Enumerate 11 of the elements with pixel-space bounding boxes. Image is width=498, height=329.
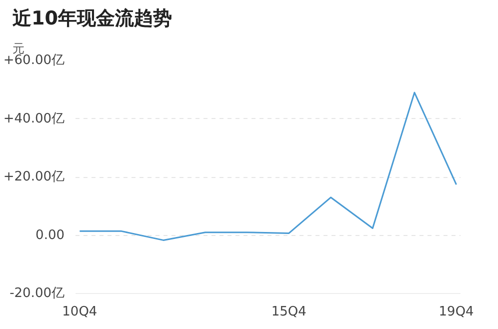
y-tick-label: 0.00 bbox=[36, 228, 65, 243]
x-tick-label: 15Q4 bbox=[271, 304, 306, 320]
y-tick-label: +20.00亿 bbox=[3, 170, 64, 184]
line-series bbox=[78, 92, 458, 241]
x-tick-label: 10Q4 bbox=[62, 304, 98, 320]
y-axis-title: 元 bbox=[12, 42, 24, 56]
y-tick-label: +40.00亿 bbox=[3, 111, 64, 126]
y-tick-label: +60.00亿 bbox=[3, 53, 64, 68]
y-tick-label: -20.00亿 bbox=[10, 286, 65, 301]
chart-title: 近10年现金流趋势 bbox=[12, 8, 172, 30]
x-tick-label: 19Q4 bbox=[438, 304, 474, 320]
